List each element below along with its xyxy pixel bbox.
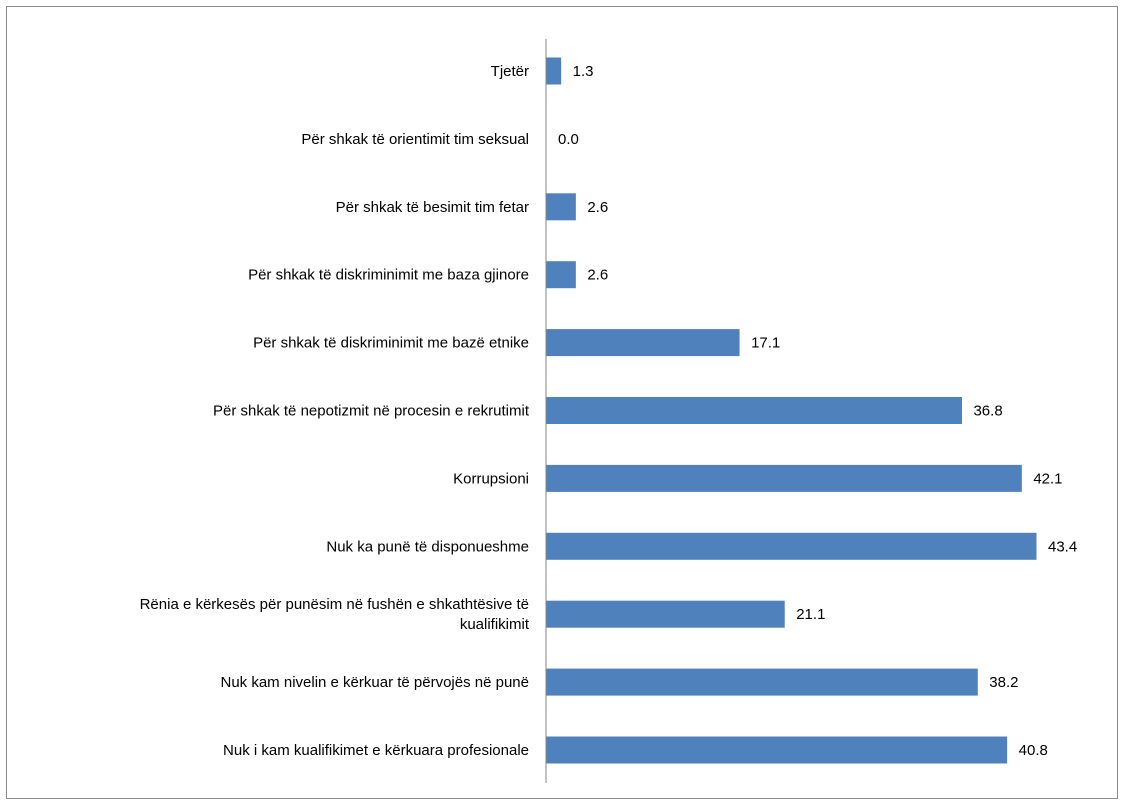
category-label: Nuk i kam kualifikimet e kërkuara profes…	[223, 742, 529, 759]
bar	[546, 600, 785, 628]
data-label: 0.0	[558, 131, 579, 148]
category-label: Nuk kam nivelin e kërkuar të përvojës në…	[221, 674, 530, 691]
data-label: 38.2	[989, 674, 1018, 691]
bar-chart: 1.3 Tjetër 0.0 Për shkak të orientimit tim …	[140, 39, 1077, 783]
category-label: Për shkak të diskriminimit me baza gjino…	[248, 267, 529, 284]
category-label: Për shkak të diskriminimit me bazë etnik…	[253, 335, 529, 352]
data-label: 2.6	[587, 267, 608, 284]
category-label: Nuk ka punë të disponueshme	[326, 538, 529, 555]
data-label: 17.1	[751, 335, 780, 352]
category-label: Për shkak të besimit tim fetar	[336, 199, 529, 216]
bar	[546, 261, 576, 289]
category-label: Tjetër	[491, 63, 529, 80]
bar	[546, 193, 576, 221]
bar	[546, 397, 962, 424]
data-label: 2.6	[587, 199, 608, 216]
bar	[546, 329, 740, 357]
category-label: Për shkak të nepotizmit në procesin e re…	[213, 403, 530, 420]
bar	[546, 464, 1022, 492]
data-label: 43.4	[1048, 538, 1077, 555]
category-label: Rënia e kërkesës për punësim në fushën e…	[140, 596, 529, 613]
data-label: 42.1	[1033, 470, 1062, 487]
bar	[546, 736, 1008, 764]
data-label: 1.3	[573, 63, 594, 80]
chart-frame: 1.3 Tjetër 0.0 Për shkak të orientimit tim …	[6, 6, 1118, 799]
data-label: 36.8	[973, 403, 1002, 420]
data-label: 40.8	[1019, 742, 1048, 759]
data-label: 21.1	[796, 606, 825, 623]
bar	[546, 668, 978, 696]
category-label: Për shkak të orientimit tim seksual	[301, 131, 529, 148]
category-label: Korrupsioni	[453, 470, 529, 487]
bar	[546, 57, 562, 85]
bar	[546, 532, 1037, 560]
category-label: kualifikimit	[460, 616, 530, 633]
